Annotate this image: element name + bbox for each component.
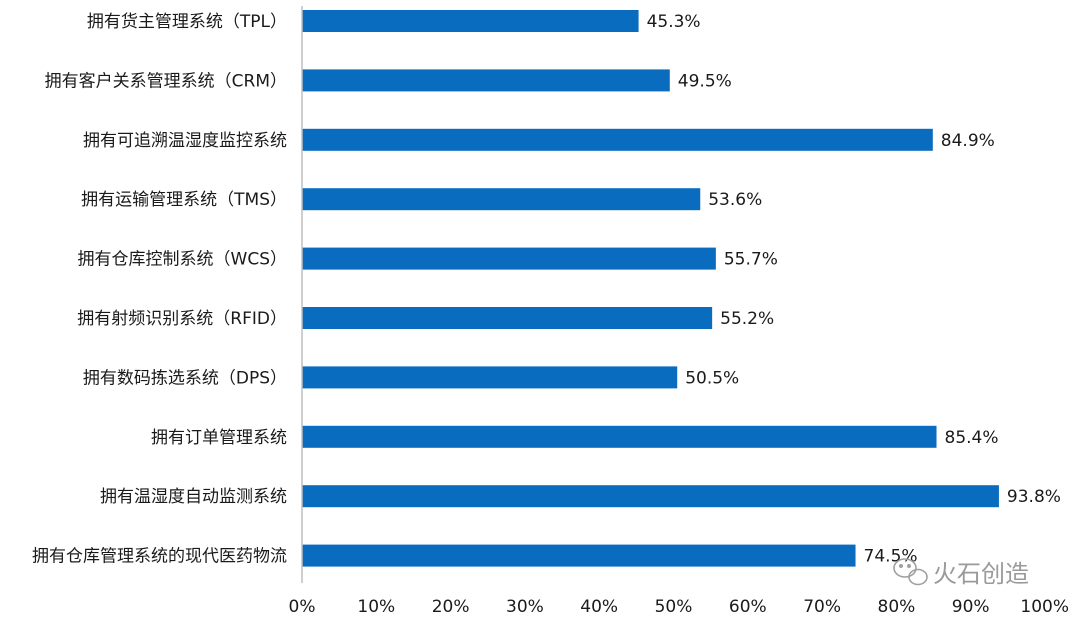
x-tick-label-5: 50% <box>655 597 693 617</box>
x-tick-label-3: 30% <box>506 597 544 617</box>
bar-6 <box>302 366 678 389</box>
bar-3 <box>302 188 701 211</box>
x-tick-label-4: 40% <box>580 597 618 617</box>
x-tick-label-0: 0% <box>289 597 316 617</box>
category-label-7: 拥有订单管理系统 <box>151 428 287 448</box>
x-tick-label-8: 80% <box>878 597 916 617</box>
watermark-text: 火石创造 <box>933 560 1029 588</box>
bar-9 <box>302 544 856 567</box>
value-label-6: 50.5% <box>685 368 739 388</box>
value-label-4: 55.7% <box>724 250 778 270</box>
bar-5 <box>302 307 713 329</box>
value-label-2: 84.9% <box>941 131 995 151</box>
value-label-9: 74.5% <box>864 547 918 567</box>
bar-1 <box>302 69 670 92</box>
bar-7 <box>302 425 937 448</box>
category-label-6: 拥有数码拣选系统（DPS） <box>83 368 287 388</box>
category-label-2: 拥有可追溯温湿度监控系统 <box>83 131 287 151</box>
value-label-8: 93.8% <box>1007 487 1061 507</box>
value-label-3: 53.6% <box>708 190 762 210</box>
category-label-0: 拥有货主管理系统（TPL） <box>87 12 287 32</box>
category-label-5: 拥有射频识别系统（RFID） <box>77 309 287 329</box>
value-label-0: 45.3% <box>647 12 701 32</box>
category-label-9: 拥有仓库管理系统的现代医药物流 <box>32 547 287 567</box>
bar-4 <box>302 247 716 270</box>
category-labels: 拥有货主管理系统（TPL） 拥有客户关系管理系统（CRM） 拥有可追溯温湿度监控系统… <box>32 12 287 567</box>
x-tick-label-10: 100% <box>1020 597 1069 617</box>
x-tick-label-9: 90% <box>952 597 990 617</box>
x-tick-label-2: 20% <box>432 597 470 617</box>
value-label-7: 85.4% <box>945 428 999 448</box>
bar-2 <box>302 128 933 151</box>
watermark: 火石创造 <box>893 558 1029 588</box>
category-label-8: 拥有温湿度自动监测系统 <box>100 487 287 507</box>
wechat-icon <box>893 558 928 586</box>
x-axis-ticks: 0% 10% 20% 30% 40% 50% 60% 70% 80% 90% 100% <box>289 597 1069 617</box>
x-tick-label-1: 10% <box>357 597 395 617</box>
value-labels: 45.3% 49.5% 84.9% 53.6% 55.7% 55.2% 50.5% 85.4%… <box>647 12 1061 567</box>
category-label-1: 拥有客户关系管理系统（CRM） <box>45 71 287 91</box>
value-label-1: 49.5% <box>678 71 732 91</box>
bars-group <box>302 10 999 567</box>
x-tick-label-6: 60% <box>729 597 767 617</box>
category-label-4: 拥有仓库控制系统（WCS） <box>78 250 287 270</box>
bar-8 <box>302 485 999 508</box>
category-label-3: 拥有运输管理系统（TMS） <box>81 190 287 210</box>
x-tick-label-7: 70% <box>803 597 841 617</box>
bar-0 <box>302 10 639 32</box>
value-label-5: 55.2% <box>720 309 774 329</box>
